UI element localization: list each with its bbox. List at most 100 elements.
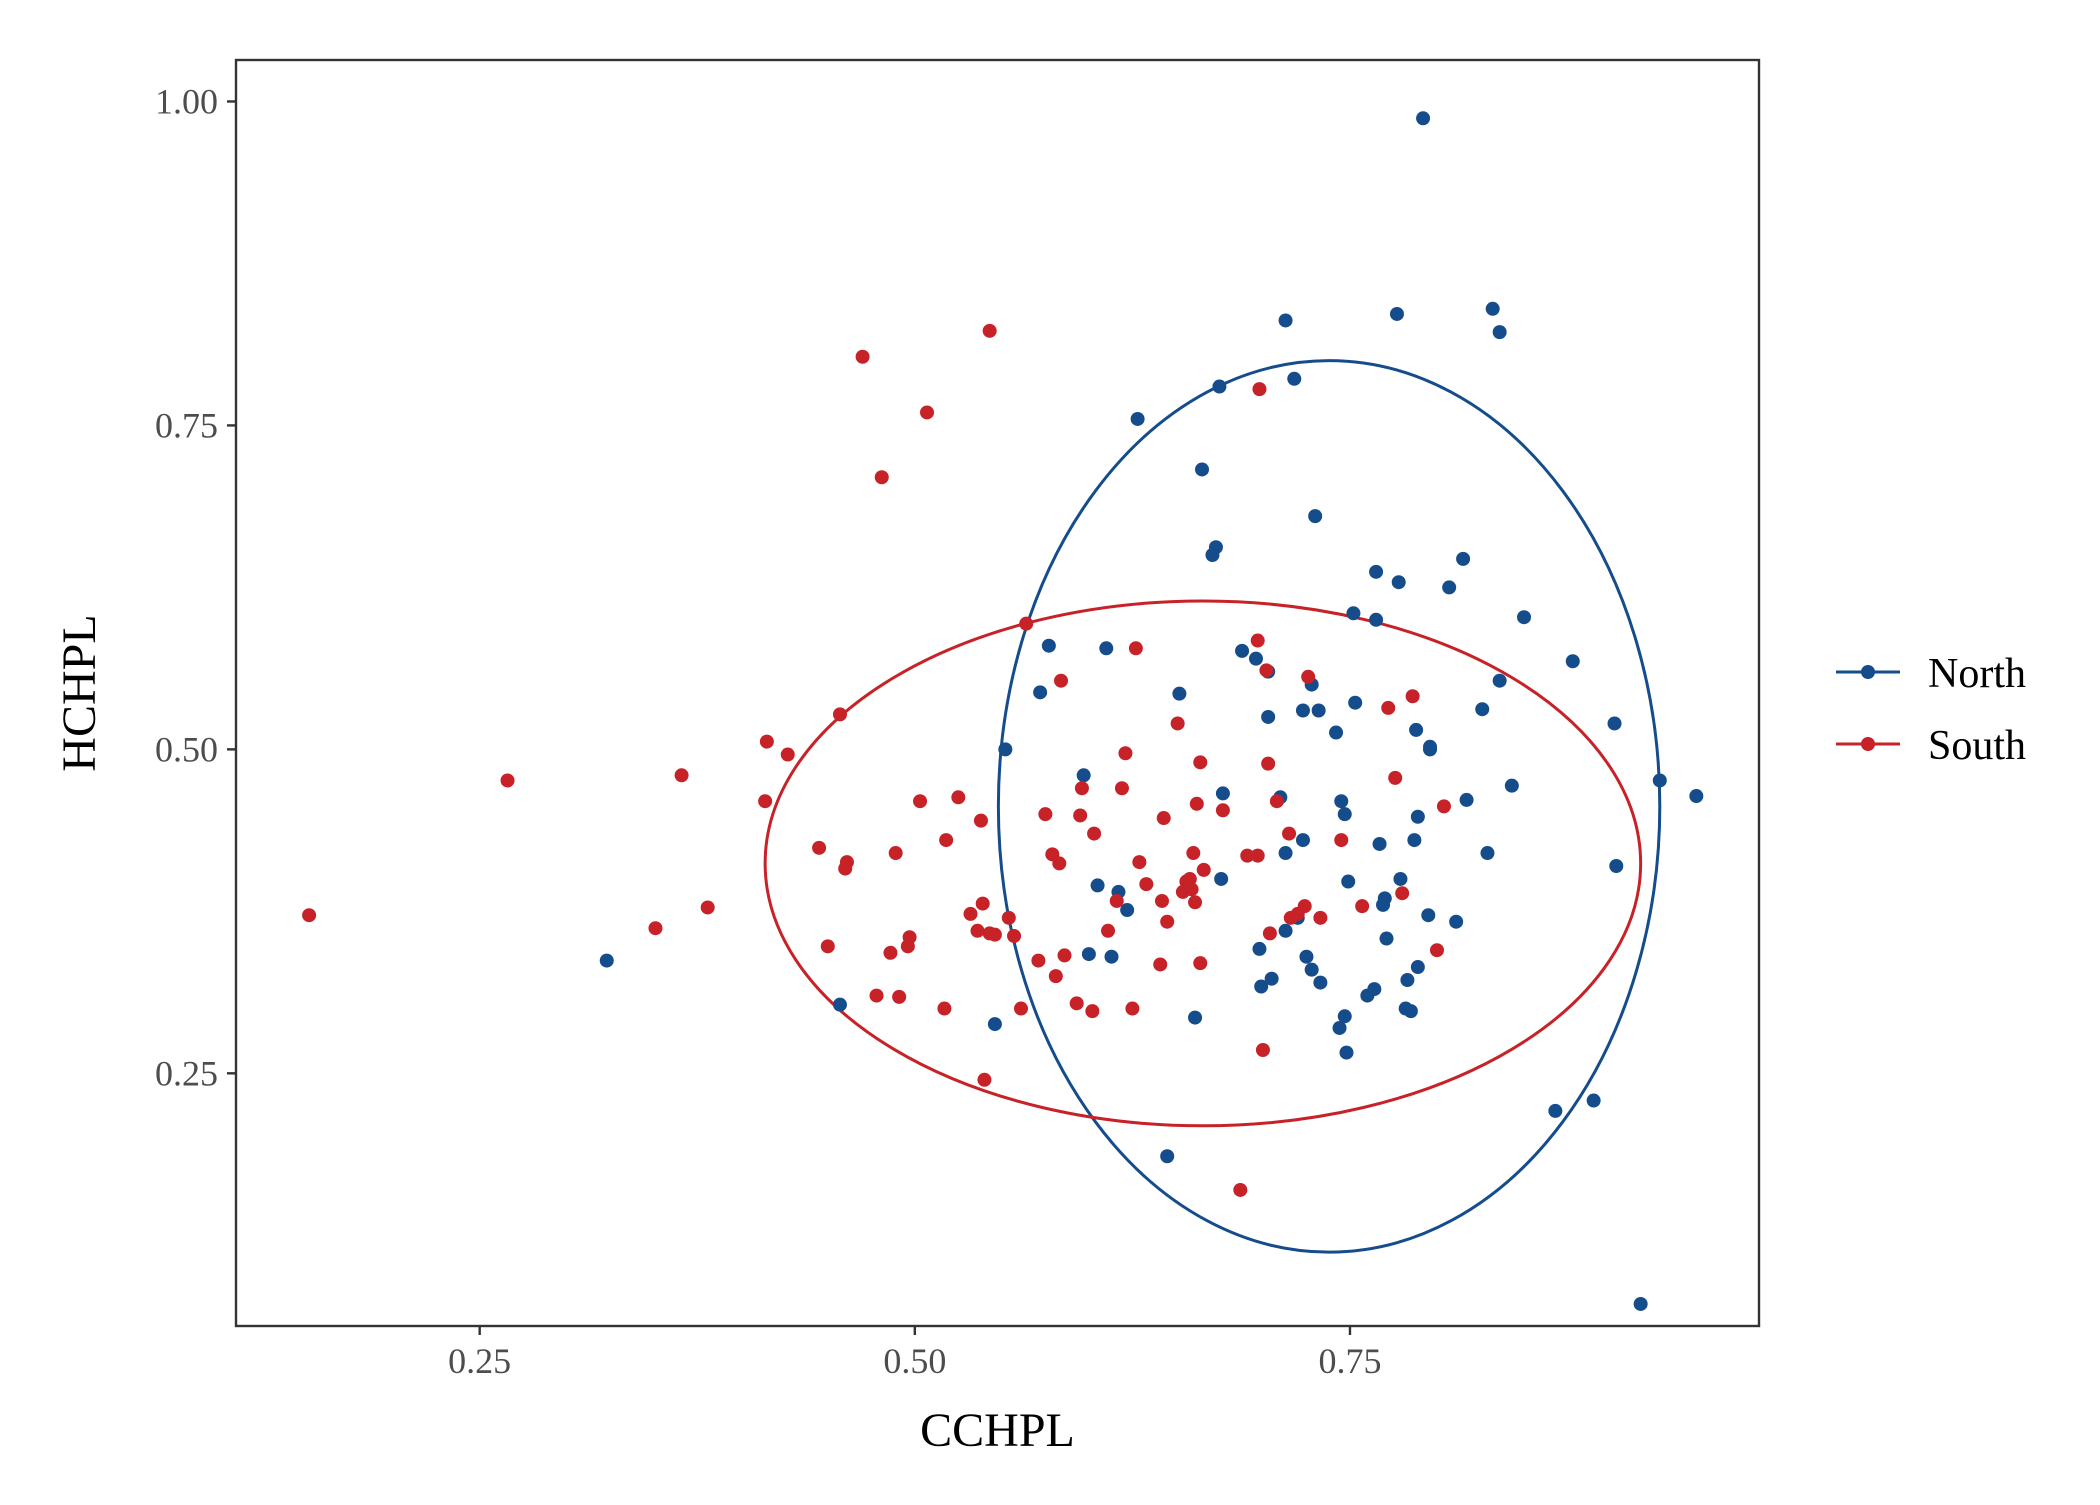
x-tick-label: 0.75: [1318, 1341, 1381, 1381]
data-point-south: [1139, 877, 1154, 892]
data-point-north: [1517, 610, 1532, 625]
data-point-north: [1278, 313, 1293, 328]
data-point-south: [902, 930, 917, 945]
data-point-north: [1130, 411, 1145, 426]
data-point-south: [1154, 893, 1169, 908]
legend-key-point: [1861, 737, 1875, 751]
data-point-south: [1436, 799, 1451, 814]
legend-label: North: [1928, 651, 2026, 697]
data-point-north: [1337, 807, 1352, 822]
data-point-north: [1308, 509, 1323, 524]
data-point-north: [1252, 941, 1267, 956]
data-point-north: [1337, 1009, 1352, 1024]
data-point-south: [1215, 803, 1230, 818]
data-point-north: [1652, 773, 1667, 788]
data-point-north: [1346, 606, 1361, 621]
data-point-south: [951, 790, 966, 805]
data-point-north: [1208, 540, 1223, 555]
data-point-south: [1188, 895, 1203, 910]
data-point-north: [1459, 792, 1474, 807]
data-point-south: [759, 734, 774, 749]
data-point-north: [1195, 462, 1210, 477]
data-point-north: [1379, 931, 1394, 946]
data-point-south: [1048, 969, 1063, 984]
data-point-north: [1485, 301, 1500, 316]
data-point-south: [1156, 811, 1171, 826]
data-point-south: [1184, 882, 1199, 897]
data-point-south: [1355, 899, 1370, 914]
data-point-north: [998, 742, 1013, 757]
data-point-north: [1033, 685, 1048, 700]
data-point-north: [1492, 673, 1507, 688]
data-point-north: [1393, 871, 1408, 886]
data-point-south: [1297, 899, 1312, 914]
data-point-north: [1120, 903, 1135, 918]
data-point-south: [1074, 781, 1089, 796]
data-point-south: [1252, 382, 1267, 397]
y-tick-label: 1.00: [155, 81, 218, 121]
data-point-south: [869, 988, 884, 1003]
data-point-north: [1403, 1004, 1418, 1019]
data-point-north: [1442, 580, 1457, 595]
data-point-north: [1172, 686, 1187, 701]
data-point-north: [1278, 923, 1293, 938]
data-point-north: [1369, 612, 1384, 627]
data-point-south: [1087, 826, 1102, 841]
data-point-south: [1259, 663, 1274, 678]
y-axis: 0.25 0.50 0.75 1.00: [155, 81, 236, 1093]
data-point-south: [812, 840, 827, 855]
data-point-north: [1215, 786, 1230, 801]
data-point-south: [1160, 914, 1175, 929]
data-point-south: [1019, 616, 1034, 631]
y-axis-title: HCHPL: [53, 614, 106, 771]
data-point-south: [892, 989, 907, 1004]
data-point-south: [1007, 928, 1022, 943]
data-point-north: [1299, 949, 1314, 964]
data-point-north: [1492, 325, 1507, 340]
data-point-south: [920, 405, 935, 420]
x-axis: 0.25 0.50 0.75: [448, 1326, 1381, 1381]
legend-key-point: [1861, 665, 1875, 679]
data-point-north: [1565, 654, 1580, 669]
data-point-north: [1410, 960, 1425, 975]
data-point-south: [1189, 796, 1204, 811]
data-point-south: [1052, 856, 1067, 871]
data-point-south: [1255, 1042, 1270, 1057]
data-point-south: [500, 773, 515, 788]
data-point-north: [1341, 874, 1356, 889]
data-point-north: [1504, 778, 1519, 793]
data-point-north: [1548, 1103, 1563, 1118]
data-point-south: [700, 900, 715, 915]
data-point-north: [1188, 1010, 1203, 1025]
data-point-south: [1038, 807, 1053, 822]
data-point-north: [1689, 789, 1704, 804]
ellipse-layer: [763, 359, 1662, 1254]
data-point-south: [820, 939, 835, 954]
data-point-north: [1407, 833, 1422, 848]
data-point-south: [1282, 826, 1297, 841]
data-point-south: [1429, 943, 1444, 958]
data-point-south: [1054, 673, 1069, 688]
data-point-north: [1278, 846, 1293, 861]
data-point-south: [1250, 848, 1265, 863]
data-point-north: [599, 953, 614, 968]
confidence-ellipse-north: [996, 359, 1662, 1254]
data-point-north: [1334, 794, 1349, 809]
data-point-north: [1607, 716, 1622, 731]
data-point-north: [1254, 979, 1269, 994]
data-point-south: [1261, 756, 1276, 771]
data-point-south: [1069, 996, 1084, 1011]
data-point-south: [1313, 910, 1328, 925]
data-point-north: [1410, 809, 1425, 824]
data-point-north: [1367, 982, 1382, 997]
data-point-north: [1261, 709, 1276, 724]
data-point-north: [1041, 638, 1056, 653]
data-point-south: [874, 470, 889, 485]
data-point-south: [973, 813, 988, 828]
data-point-north: [1090, 878, 1105, 893]
data-point-north: [1264, 971, 1279, 986]
data-point-south: [1250, 633, 1265, 648]
